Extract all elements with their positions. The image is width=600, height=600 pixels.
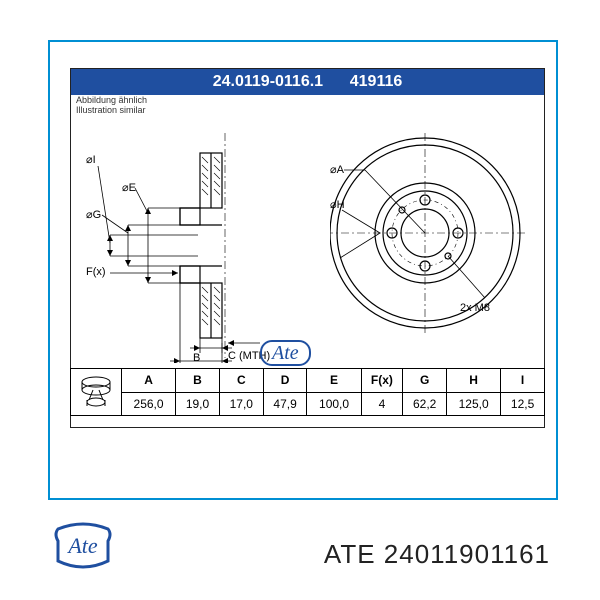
table-header-row: A B C D E F(x) G H I (71, 369, 545, 393)
col-g: G (403, 369, 447, 393)
col-b: B (176, 369, 220, 393)
brand-logo: Ate (260, 340, 311, 366)
val-e: 100,0 (307, 392, 361, 416)
col-c: C (219, 369, 263, 393)
col-d: D (263, 369, 307, 393)
drawing-area: ⌀I ⌀G ⌀E F(x) B C (MTH) (70, 118, 545, 368)
front-view: ⌀H ⌀A 2x M8 (330, 118, 545, 348)
subtitle-l2: Illustration similar (76, 106, 147, 116)
subtitle: Abbildung ähnlich Illustration similar (76, 96, 147, 116)
footer-logo-text: Ate (66, 533, 98, 558)
col-a: A (122, 369, 176, 393)
label-diam-i: ⌀I (86, 154, 96, 166)
table-value-row: 256,0 19,0 17,0 47,9 100,0 4 62,2 125,0 … (71, 392, 545, 416)
footer-text: ATE 24011901161 (324, 539, 550, 570)
label-holes: 2x M8 (460, 302, 490, 314)
part-no-full: 24.0119-0116.1 (213, 73, 323, 90)
label-diam-e: ⌀E (122, 182, 136, 194)
dimension-table: A B C D E F(x) G H I 256,0 19,0 17,0 47,… (70, 368, 545, 416)
thumb-icon (71, 369, 122, 416)
col-i: I (501, 369, 545, 393)
val-h: 125,0 (447, 392, 501, 416)
footer-logo: Ate (48, 519, 118, 580)
col-e: E (307, 369, 361, 393)
val-i: 12,5 (501, 392, 545, 416)
col-h: H (447, 369, 501, 393)
val-g: 62,2 (403, 392, 447, 416)
val-c: 17,0 (219, 392, 263, 416)
part-no-short: 419116 (350, 73, 403, 90)
label-f: F(x) (86, 266, 106, 278)
label-diam-g: ⌀G (86, 209, 101, 221)
footer-brand: ATE (324, 539, 376, 569)
label-diam-a: ⌀A (330, 164, 345, 176)
header-bar: 24.0119-0116.1 419116 (71, 69, 544, 95)
val-f: 4 (361, 392, 403, 416)
label-diam-h: ⌀H (330, 199, 345, 211)
side-view: ⌀I ⌀G ⌀E F(x) B C (MTH) (80, 133, 310, 363)
col-f: F(x) (361, 369, 403, 393)
val-a: 256,0 (122, 392, 176, 416)
val-b: 19,0 (176, 392, 220, 416)
footer-code: 24011901161 (384, 539, 550, 569)
val-d: 47,9 (263, 392, 307, 416)
